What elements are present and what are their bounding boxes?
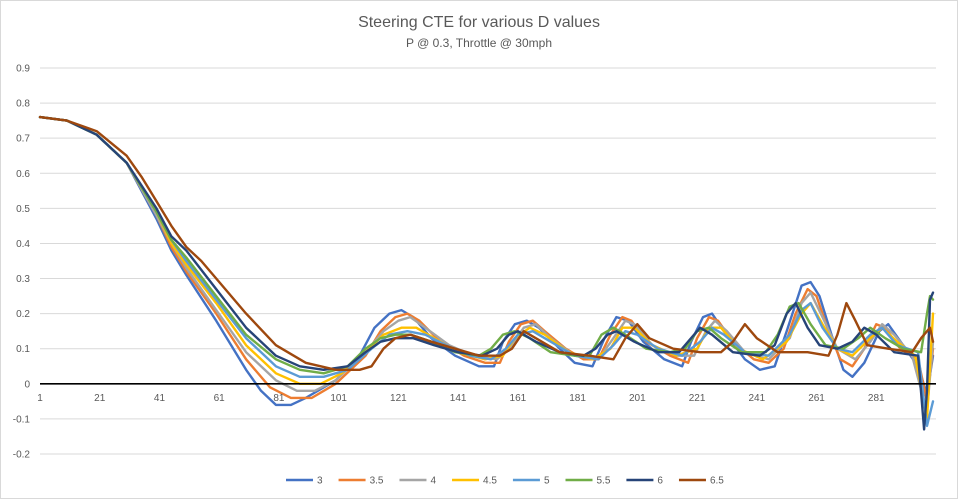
x-tick-label: 41 <box>154 393 166 404</box>
x-axis-ticks: 1 21 41 61 81 101 121 141 161 181 201 221 241 261 281 <box>37 393 885 404</box>
x-tick-label: 101 <box>330 393 347 404</box>
legend-label: 6 <box>657 476 663 487</box>
legend-label: 6.5 <box>710 476 724 487</box>
legend-item-6: 6 <box>626 476 663 487</box>
series-lines <box>38 115 935 431</box>
x-tick-label: 241 <box>748 393 765 404</box>
y-tick-label: -0.2 <box>13 450 31 461</box>
y-tick-label: 0.4 <box>16 239 30 250</box>
y-tick-label: 0.3 <box>16 274 30 285</box>
chart-title: Steering CTE for various D values <box>358 14 600 31</box>
x-tick-label: 81 <box>273 393 285 404</box>
legend-item-5.5: 5.5 <box>565 476 611 487</box>
legend-label: 3 <box>317 476 323 487</box>
chart-subtitle: P @ 0.3, Throttle @ 30mph <box>406 36 552 50</box>
y-tick-label: 0.1 <box>16 344 30 355</box>
series-line-6.5 <box>38 115 935 371</box>
x-tick-label: 181 <box>569 393 586 404</box>
x-tick-label: 1 <box>37 393 43 404</box>
series-line-3 <box>38 115 935 407</box>
x-tick-label: 261 <box>808 393 825 404</box>
y-tick-label: 0.2 <box>16 309 30 320</box>
legend-label: 4 <box>430 476 436 487</box>
series-line-4.5 <box>38 115 935 421</box>
y-tick-label: 0.8 <box>16 99 30 110</box>
x-tick-label: 121 <box>390 393 407 404</box>
y-tick-label: 0.9 <box>16 64 30 75</box>
legend-item-5: 5 <box>512 476 550 487</box>
x-tick-label: 61 <box>214 393 226 404</box>
x-tick-label: 201 <box>629 393 646 404</box>
legend-item-3: 3 <box>286 476 323 487</box>
y-tick-label: 0.5 <box>16 204 30 215</box>
legend-item-4.5: 4.5 <box>452 476 497 487</box>
y-axis-ticks: 0.9 0.8 0.7 0.6 0.5 0.4 0.3 0.2 0.1 0 -0.1 -0.2 <box>13 64 31 461</box>
x-tick-label: 161 <box>510 393 527 404</box>
legend-label: 5.5 <box>597 476 611 487</box>
x-tick-label: 281 <box>868 393 885 404</box>
series-line-5 <box>38 115 935 428</box>
y-tick-label: 0 <box>24 379 30 390</box>
x-tick-label: 221 <box>689 393 706 404</box>
y-tick-label: 0.7 <box>16 134 30 145</box>
legend-item-6.5: 6.5 <box>678 476 724 487</box>
x-tick-label: 141 <box>450 393 467 404</box>
legend-label: 5 <box>544 476 550 487</box>
series-line-6 <box>38 115 935 431</box>
legend-item-4: 4 <box>399 476 436 487</box>
x-tick-label: 21 <box>94 393 106 404</box>
legend-label: 3.5 <box>370 476 384 487</box>
y-tick-label: 0.6 <box>16 169 30 180</box>
y-tick-label: -0.1 <box>13 414 31 425</box>
legend: 3 3.5 4 4.5 5 5.5 6 6.5 <box>286 476 724 487</box>
legend-label: 4.5 <box>483 476 497 487</box>
legend-item-3.5: 3.5 <box>338 476 384 487</box>
